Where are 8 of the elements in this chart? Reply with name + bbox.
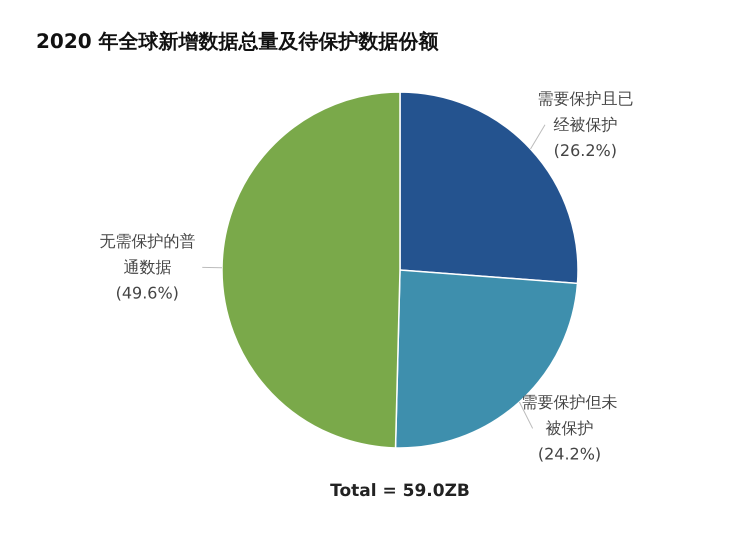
text: Total = 59.0ZB — [330, 481, 470, 501]
slice-label: 需要保护但未被保护 — [522, 392, 618, 438]
chart-title: 2020 年全球新增数据总量及待保护数据份额 — [36, 29, 440, 53]
data-label: (26.2%) — [554, 140, 617, 160]
data-label: (49.6%) — [116, 283, 179, 302]
data-label: (24.2%) — [538, 444, 602, 464]
slice-label: 无需保护的普通数据 — [99, 231, 196, 276]
slice-label: 需要保护且已经被保护 — [537, 88, 634, 134]
